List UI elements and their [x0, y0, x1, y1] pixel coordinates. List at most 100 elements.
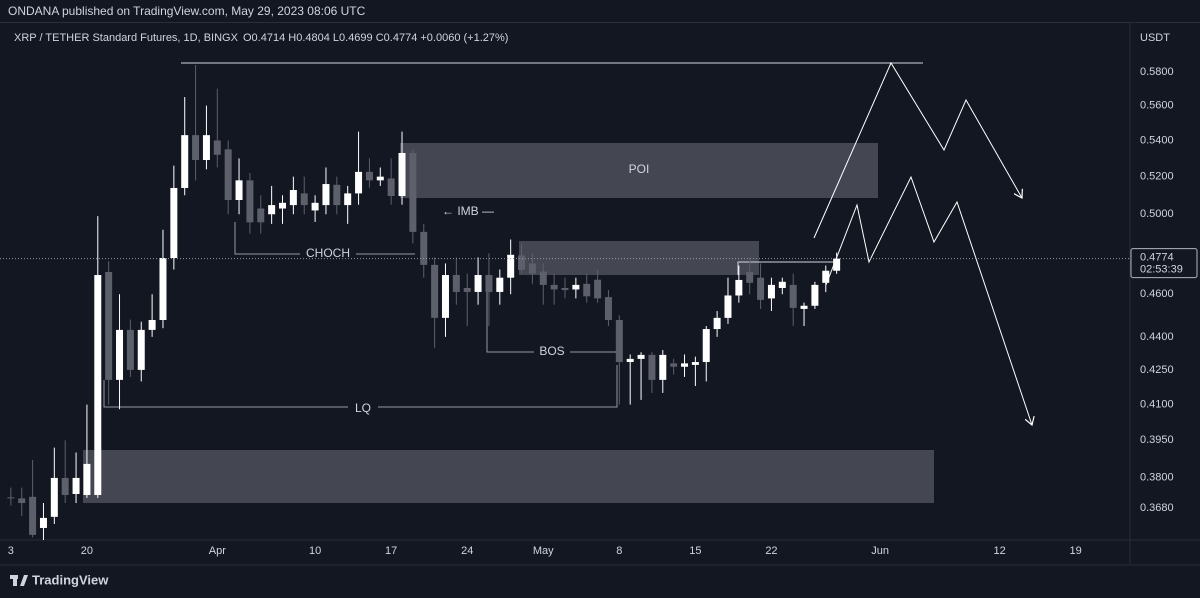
- candle-body: [289, 190, 297, 206]
- y-tick-label: 0.4400: [1140, 331, 1174, 343]
- candle-body: [7, 497, 15, 499]
- candle-body: [159, 258, 167, 320]
- candle-body: [833, 258, 841, 271]
- candle-body: [50, 477, 58, 517]
- candle-body: [116, 329, 124, 380]
- projection: [813, 61, 1022, 239]
- annotation: ← IMB —: [442, 204, 494, 218]
- candle-body: [594, 279, 602, 299]
- last-price-box: [1130, 248, 1198, 279]
- logo-part: [13, 575, 17, 586]
- candles: [0, 65, 1130, 540]
- candle-body: [604, 297, 612, 320]
- candle-body: [757, 277, 765, 300]
- candle-body: [126, 329, 134, 370]
- candle-body: [528, 263, 536, 274]
- candle-body: [681, 363, 689, 367]
- candle-body: [268, 205, 276, 215]
- candle-body: [637, 354, 645, 359]
- x-tick-label: 15: [689, 545, 701, 557]
- candle-body: [376, 176, 384, 181]
- candle-body: [365, 171, 373, 181]
- candle-body: [202, 135, 210, 161]
- candle-body: [72, 477, 80, 494]
- x-tick-label: 10: [309, 545, 321, 557]
- label-bg: [534, 343, 570, 361]
- x-tick-label: Jun: [871, 545, 889, 557]
- candle-body: [246, 180, 254, 223]
- candle-body: [615, 319, 623, 363]
- candle-body: [746, 271, 754, 283]
- y-tick-label: 0.5200: [1140, 171, 1174, 183]
- candle-body: [355, 171, 363, 194]
- candle-body: [94, 275, 102, 496]
- annotation: LQ: [355, 401, 371, 415]
- candle-body: [105, 271, 113, 380]
- candle-body: [333, 184, 341, 206]
- y-tick-label: 0.4600: [1140, 288, 1174, 300]
- y-tick-label: 0.5400: [1140, 134, 1174, 146]
- annotation: POI: [629, 162, 650, 176]
- y-tick-label: 0.3800: [1140, 471, 1174, 483]
- x-tick-label: May: [533, 545, 554, 557]
- candle-body: [474, 275, 482, 292]
- bos-line: [486, 292, 617, 353]
- candle-body: [441, 275, 449, 318]
- footer-logo: [10, 575, 28, 586]
- y-tick-label: 0.3950: [1140, 434, 1174, 446]
- range-line: [737, 261, 835, 275]
- candle-body: [659, 354, 667, 380]
- candle-body: [507, 254, 515, 278]
- last-price-label: 0.4774: [1140, 252, 1174, 264]
- x-tick-label: 19: [1070, 545, 1082, 557]
- annotation: CHOCH: [306, 246, 350, 260]
- candle-body: [311, 202, 319, 211]
- candle-body: [279, 202, 286, 209]
- candle-body: [767, 284, 775, 299]
- candle-body: [518, 255, 526, 270]
- candle-body: [192, 135, 200, 161]
- candle-body: [702, 329, 710, 363]
- candle-body: [431, 264, 439, 318]
- candle-body: [224, 149, 232, 200]
- x-tick-label: 8: [616, 545, 622, 557]
- zone: [83, 450, 934, 503]
- candle-body: [300, 193, 308, 206]
- candle-body: [648, 354, 656, 380]
- candle-body: [485, 275, 493, 292]
- candle-body: [322, 184, 330, 206]
- candle-body: [148, 319, 156, 330]
- candle-body: [800, 305, 808, 309]
- candle-body: [561, 287, 569, 291]
- zone: [400, 143, 878, 198]
- candle-body: [550, 284, 558, 290]
- candle-body: [18, 498, 26, 504]
- candle-body: [724, 295, 732, 318]
- footer-brand: TradingView: [32, 572, 109, 587]
- ohlc-legend: O0.4714 H0.4804 L0.4699 C0.4774 +0.0060 …: [243, 32, 508, 44]
- y-tick-label: 0.5600: [1140, 99, 1174, 111]
- candle-body: [213, 140, 221, 155]
- candle-body: [670, 363, 678, 367]
- candle-body: [735, 279, 743, 296]
- x-tick-label: 20: [81, 545, 93, 557]
- y-tick-label: 0.5800: [1140, 66, 1174, 78]
- candle-body: [137, 329, 145, 370]
- candle-body: [583, 283, 591, 297]
- candle-body: [257, 208, 265, 223]
- candle-body: [691, 362, 699, 365]
- y-axis-label: USDT: [1140, 32, 1170, 44]
- candle-body: [539, 271, 547, 285]
- x-tick-label: 17: [385, 545, 397, 557]
- annotation: BOS: [539, 344, 564, 358]
- candle-body: [170, 187, 178, 259]
- publisher: ONDANA published on TradingView.com, May…: [8, 4, 366, 18]
- candle-body: [496, 277, 504, 292]
- candle-body: [39, 517, 47, 528]
- candle-body: [420, 231, 428, 265]
- candle-body: [778, 281, 786, 288]
- y-tick-label: 0.5000: [1140, 208, 1174, 220]
- candle-body: [713, 317, 721, 330]
